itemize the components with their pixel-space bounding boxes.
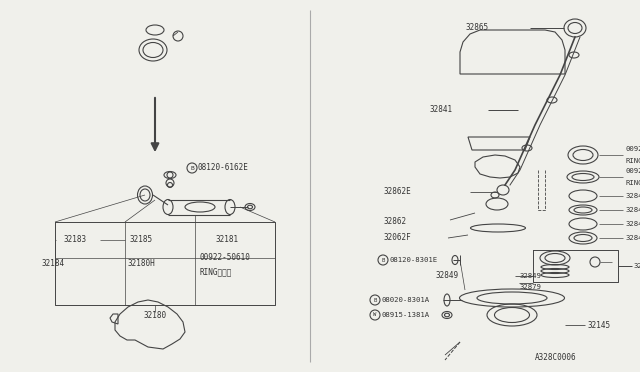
Text: 32180: 32180 [143,311,166,320]
Text: 32062F: 32062F [383,234,411,243]
Text: 32841: 32841 [430,106,453,115]
Text: RINGリング: RINGリング [626,180,640,186]
Text: 32862E: 32862E [383,187,411,196]
Text: 00922-24200: 00922-24200 [626,168,640,174]
Text: 32185: 32185 [130,235,153,244]
Text: 08120-6162E: 08120-6162E [198,163,249,171]
Text: 32145: 32145 [587,321,610,330]
Text: 32180H: 32180H [128,259,156,267]
Text: 32879: 32879 [519,284,541,290]
Text: 32841G: 32841G [626,193,640,199]
Text: 32841G: 32841G [626,221,640,227]
Text: RINGリング: RINGリング [200,267,232,276]
Text: B: B [373,298,376,302]
Text: 08915-1381A: 08915-1381A [382,312,430,318]
Text: 32865: 32865 [466,23,489,32]
Text: 32184: 32184 [42,259,65,267]
Text: 32849: 32849 [519,273,541,279]
Text: A328C0006: A328C0006 [535,353,577,362]
Text: RINGリング: RINGリング [626,158,640,164]
Text: 08120-8301E: 08120-8301E [390,257,438,263]
Text: 08020-8301A: 08020-8301A [382,297,430,303]
Text: 32849C: 32849C [626,235,640,241]
Text: B: B [381,257,385,263]
Text: 32849E: 32849E [626,207,640,213]
Text: 32850N: 32850N [633,263,640,269]
Text: 32862: 32862 [383,218,406,227]
Text: 32183: 32183 [63,235,86,244]
Text: 00922-50610: 00922-50610 [200,253,251,263]
Text: 32181: 32181 [215,235,238,244]
Text: W: W [373,312,376,317]
Text: 32849: 32849 [435,272,458,280]
Text: B: B [190,166,194,170]
Text: 00922-25000: 00922-25000 [626,146,640,152]
